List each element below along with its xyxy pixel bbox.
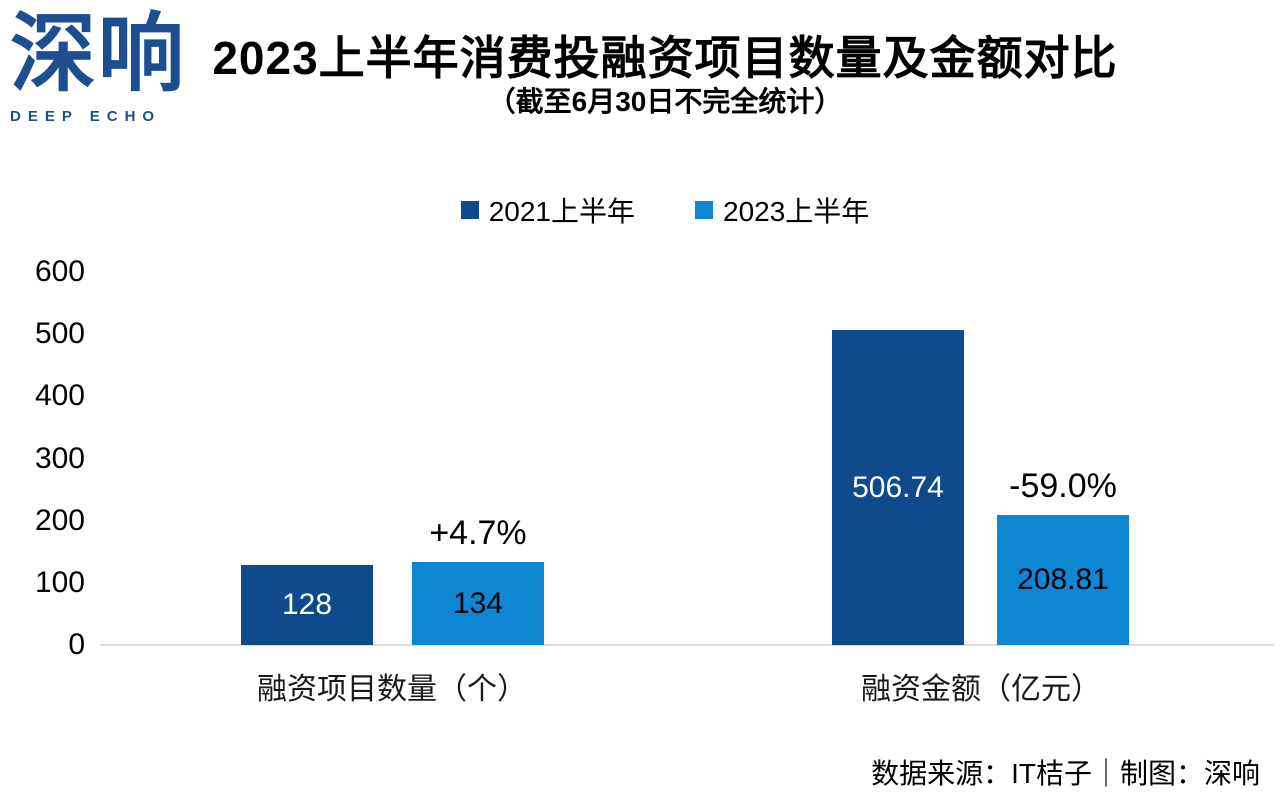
legend-label-2021: 2021上半年 [488,196,635,227]
change-percentage-label: -59.0% [1009,467,1117,505]
bar-value-label: 134 [452,586,504,620]
y-axis-tick-200: 200 [34,503,85,537]
legend-swatch-2023 [695,201,713,219]
legend-swatch-2021 [460,201,479,219]
chart-title: 2023上半年消费投融资项目数量及金额对比 [212,32,1118,84]
bar-group0-series1: 134 [412,562,544,645]
bar-group0-series0: 128 [241,565,373,645]
deep-echo-logo: 深响 DEEP ECHO [10,6,190,125]
legend: 2021上半年 2023上半年 [25,190,1280,230]
y-axis-tick-400: 400 [34,379,85,413]
bar-value-label: 506.74 [852,470,944,504]
x-axis-category-label: 融资金额（亿元） [861,673,1101,706]
y-axis-tick-600: 600 [34,255,85,288]
data-source-credit: 数据来源：IT桔子｜制图：深响 [871,758,1260,789]
y-axis-tick-100: 100 [34,565,85,599]
y-axis-tick-0: 0 [68,628,85,661]
legend-item-2023: 2023上半年 [695,190,869,230]
legend-item-2021: 2021上半年 [460,190,635,230]
chart-subtitle: （截至6月30日不完全统计） [487,86,843,117]
x-axis-category-label: 融资项目数量（个） [257,673,527,706]
change-percentage-label: +4.7% [429,514,527,552]
bar-group1-series0: 506.74 [832,330,964,645]
y-axis-tick-300: 300 [34,441,85,475]
logo-english-mark: DEEP ECHO [10,108,162,125]
y-axis-tick-500: 500 [34,317,85,351]
bar-group1-series1: 208.81 [997,515,1129,645]
bar-value-label: 128 [281,588,333,621]
x-axis-baseline [100,644,1274,646]
bar-value-label: 208.81 [1017,563,1109,596]
logo-chinese-mark: 深响 [10,6,186,102]
legend-label-2023: 2023上半年 [723,196,870,227]
